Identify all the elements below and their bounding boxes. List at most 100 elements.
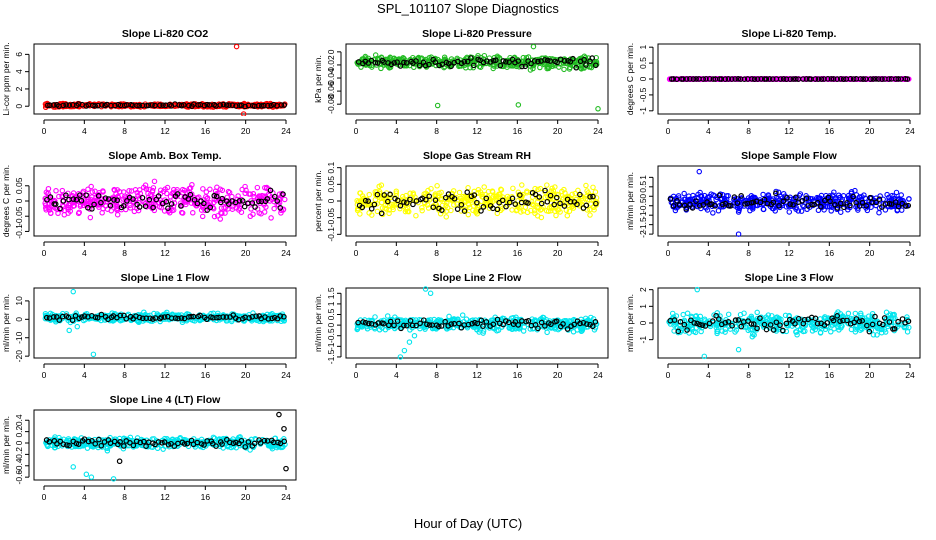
mean-point	[500, 321, 506, 328]
y-tick-label: -1	[638, 336, 648, 344]
data-point	[590, 184, 596, 191]
data-point	[455, 317, 461, 323]
mean-point	[60, 198, 67, 204]
points-layer	[42, 43, 288, 116]
data-point	[775, 189, 782, 195]
mean-point	[886, 319, 893, 325]
data-point	[693, 313, 700, 319]
mean-point	[438, 323, 445, 329]
mean-point	[757, 199, 764, 206]
data-point	[769, 317, 775, 323]
mean-point	[902, 203, 909, 209]
y-tick-label: -0.02	[326, 55, 336, 75]
data-point	[402, 208, 409, 215]
mean-point	[426, 322, 433, 328]
data-point	[444, 200, 450, 206]
mean-point	[79, 314, 85, 320]
mean-point	[517, 192, 523, 198]
y-tick-label: -0.05	[14, 206, 24, 226]
mean-point	[401, 322, 407, 329]
mean-point	[557, 200, 563, 207]
mean-point	[178, 315, 185, 321]
mean-point	[95, 193, 102, 199]
mean-point	[277, 205, 284, 211]
mean-point	[828, 76, 835, 82]
data-point	[754, 309, 760, 316]
data-point	[862, 195, 868, 202]
y-tick-label: 0	[326, 322, 336, 327]
mean-point	[876, 196, 883, 202]
mean-point	[269, 315, 275, 322]
y-tick-label: 0.5	[326, 308, 336, 320]
data-point	[890, 311, 896, 318]
data-point	[544, 329, 550, 336]
mean-point	[734, 200, 741, 206]
data-point	[443, 214, 450, 220]
mean-point	[769, 76, 776, 82]
data-point	[731, 196, 737, 203]
mean-point	[709, 318, 716, 324]
data-point	[81, 196, 88, 203]
mean-point	[236, 198, 243, 204]
mean-point	[512, 201, 519, 207]
data-point	[433, 62, 439, 69]
mean-point	[525, 200, 531, 206]
data-point	[442, 197, 449, 203]
mean-point	[542, 187, 548, 194]
mean-point	[136, 102, 143, 109]
mean-point	[255, 198, 262, 205]
data-point	[882, 207, 889, 213]
mean-point	[515, 58, 522, 64]
panel-title: Slope Line 3 Flow	[745, 272, 835, 284]
data-point	[48, 210, 54, 216]
data-point	[592, 189, 599, 195]
mean-point	[853, 199, 859, 206]
mean-point	[780, 198, 787, 205]
mean-point	[124, 198, 130, 204]
data-point	[508, 315, 515, 321]
mean-point	[827, 198, 834, 205]
mean-point	[474, 320, 481, 327]
data-point	[164, 184, 171, 191]
data-point	[413, 212, 419, 219]
mean-point	[561, 203, 568, 209]
data-point	[880, 196, 886, 203]
mean-point	[83, 192, 89, 198]
data-point	[199, 213, 206, 220]
mean-point	[680, 76, 686, 82]
mean-point	[223, 102, 230, 108]
mean-point	[748, 321, 755, 327]
data-point	[496, 55, 503, 61]
data-point	[477, 327, 484, 333]
mean-point	[492, 57, 499, 64]
mean-point	[670, 76, 677, 82]
plot-frame	[657, 43, 921, 115]
mean-point	[684, 327, 690, 333]
data-point	[470, 64, 477, 71]
mean-point	[264, 196, 271, 202]
panel-title: Slope Li-820 CO2	[122, 28, 209, 40]
data-point	[45, 204, 51, 211]
mean-point	[360, 319, 366, 325]
x-tick-label: 12	[784, 370, 794, 380]
mean-point	[795, 315, 802, 322]
mean-point	[158, 314, 165, 321]
data-point	[848, 189, 855, 195]
data-point	[376, 327, 383, 333]
mean-point	[65, 314, 72, 321]
mean-point	[834, 76, 841, 82]
data-point	[413, 317, 419, 323]
mean-point	[687, 76, 693, 82]
x-tick-label: 4	[394, 126, 399, 136]
x-tick-label: 8	[434, 126, 439, 136]
data-point	[544, 182, 550, 188]
data-point	[563, 317, 569, 324]
x-tick-label: 16	[825, 370, 835, 380]
mean-point	[761, 196, 768, 203]
data-point	[778, 316, 784, 323]
mean-point	[278, 102, 285, 108]
mean-point	[146, 196, 153, 203]
x-tick-label: 24	[593, 370, 603, 380]
data-point	[403, 192, 409, 199]
panel-title: Slope Gas Stream RH	[423, 150, 531, 162]
